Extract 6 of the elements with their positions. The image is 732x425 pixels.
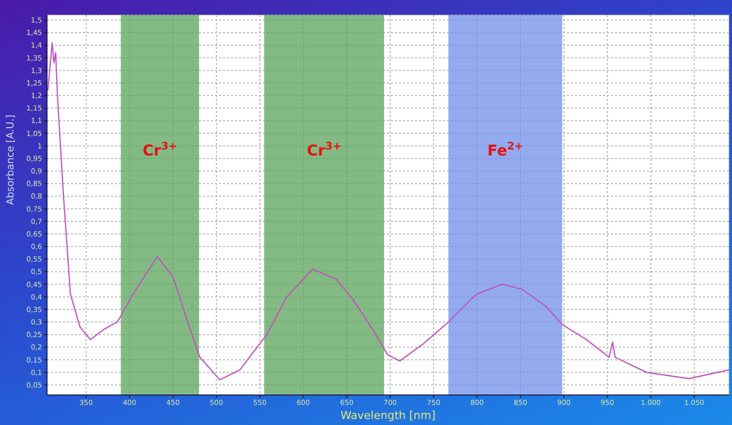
band-label: Cr$^{3+}$: [142, 140, 178, 160]
band-label: Fe$^{2+}$: [487, 140, 524, 160]
y-axis-title: Absorbance [A.U.]: [6, 114, 17, 205]
band-label: Cr$^{3+}$: [306, 140, 342, 160]
line-series: [47, 42, 729, 380]
x-axis-title: Wavelength [nm]: [340, 409, 436, 422]
